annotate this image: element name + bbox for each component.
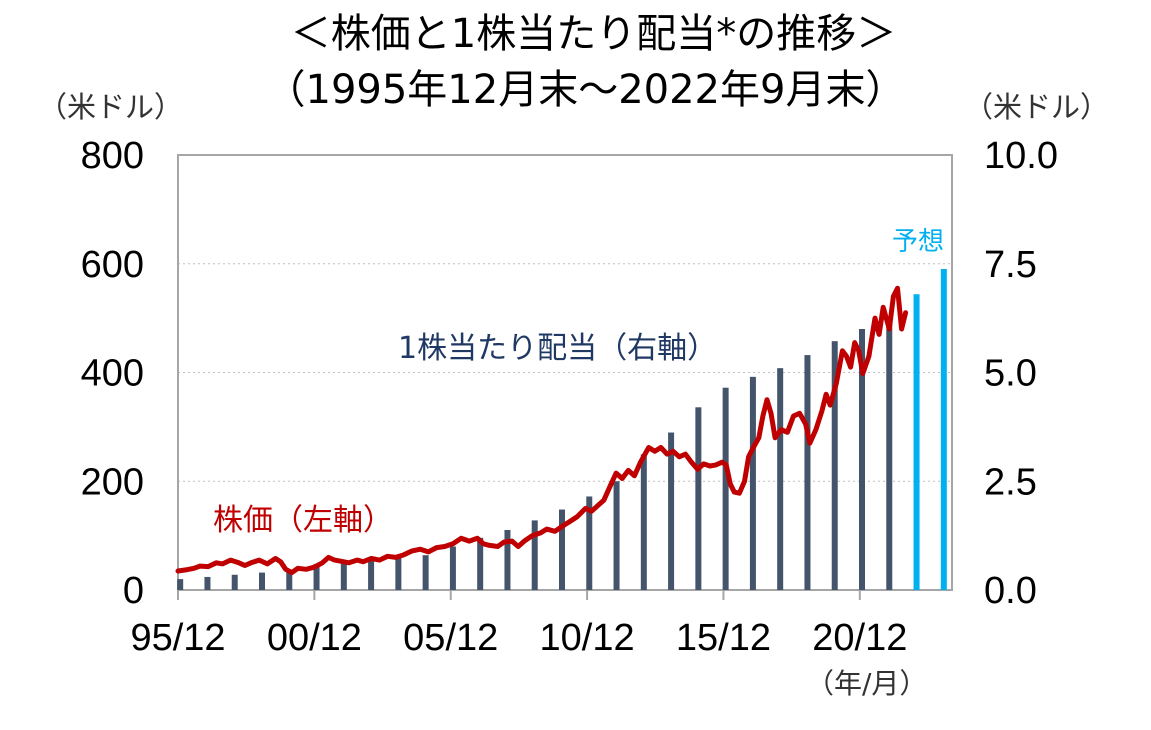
dividend-bar	[531, 520, 538, 590]
dividend-bar	[559, 509, 565, 590]
dividend-bar	[340, 561, 347, 590]
x-axis-tick-label: 95/12	[130, 617, 225, 659]
dividend-bar	[695, 407, 702, 590]
forecast-bar	[940, 268, 947, 590]
dividend-bar	[804, 355, 811, 590]
x-axis-tick-label: 20/12	[812, 617, 907, 659]
right-axis-tick-label: 7.5	[984, 244, 1037, 286]
dividend-bar	[395, 557, 402, 590]
right-axis-unit: （米ドル）	[964, 90, 1110, 124]
dividend-bar	[286, 570, 293, 590]
dividend-bar	[477, 537, 484, 590]
dividend-bar	[749, 376, 756, 590]
x-axis-tick-label: 15/12	[676, 617, 771, 659]
dividend-bar	[777, 368, 784, 590]
dividend-bar	[259, 572, 265, 590]
chart-title: ＜株価と1株当たり配当*の推移＞	[290, 11, 897, 57]
dividend-bar	[368, 559, 375, 590]
right-axis-tick-label: 2.5	[984, 461, 1037, 503]
dividend-bar	[831, 341, 838, 590]
dividend-bar	[668, 432, 675, 590]
right-axis-tick-label: 5.0	[984, 353, 1037, 395]
left-axis-tick-label: 800	[81, 135, 144, 177]
left-axis-unit: （米ドル）	[38, 90, 184, 124]
left-axis-tick-label: 600	[81, 244, 144, 286]
dividend-bar	[586, 496, 593, 590]
price-series-label: 株価（左軸）	[213, 503, 393, 538]
right-axis-tick-label: 0.0	[984, 570, 1037, 612]
dividend-bar	[422, 555, 429, 590]
dividend-bar	[613, 481, 620, 590]
dividend-bar	[177, 579, 184, 590]
dividend-series-label: 1株当たり配当（右軸）	[398, 331, 717, 366]
left-axis-tick-label: 200	[81, 461, 144, 503]
dividend-bar	[313, 563, 320, 590]
dividend-bar	[204, 576, 211, 590]
dividend-bar	[722, 387, 729, 590]
dividend-bar	[504, 529, 511, 590]
x-axis-tick-label: 05/12	[403, 617, 498, 659]
chart-subtitle: （1995年12月末～2022年9月末）	[265, 67, 906, 113]
dividend-bar	[859, 329, 865, 590]
forecast-label: 予想	[892, 227, 944, 257]
price-line	[175, 285, 909, 576]
x-axis-tick-label: 10/12	[540, 617, 635, 659]
dividend-bar	[449, 546, 456, 590]
left-axis-tick-label: 0	[123, 570, 144, 612]
right-axis-tick-label: 10.0	[984, 135, 1058, 177]
x-axis-tick-label: 00/12	[267, 617, 362, 659]
left-axis-tick-label: 400	[81, 353, 144, 395]
x-axis-unit: （年/月）	[806, 667, 928, 700]
forecast-bar	[913, 294, 920, 590]
dividend-bar	[231, 574, 238, 590]
dividend-bar	[640, 454, 647, 590]
dividend-bar	[886, 316, 893, 590]
